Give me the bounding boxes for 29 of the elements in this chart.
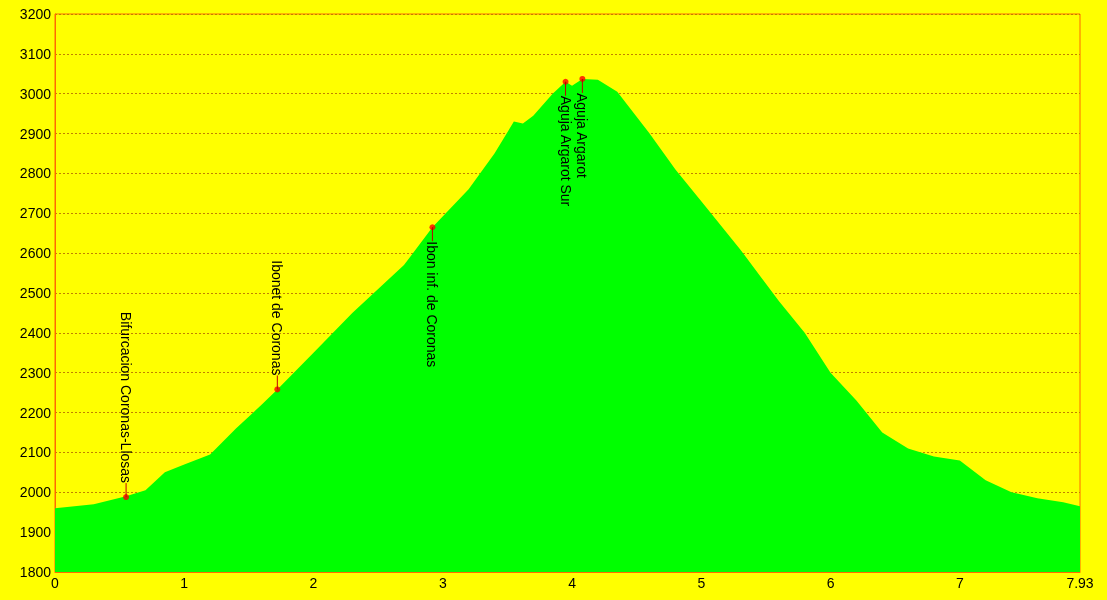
x-tick-label: 7 xyxy=(955,575,964,591)
x-tick-label: 3 xyxy=(438,575,447,591)
y-tick-label: 2800 xyxy=(19,165,52,182)
y-tick-label: 2300 xyxy=(19,364,52,381)
annotation: Aguja Argarot xyxy=(574,92,591,178)
x-tick-label: 7.93 xyxy=(1066,575,1094,591)
y-tick-label: 3100 xyxy=(19,45,52,62)
annotation: Bifurcacion Coronas-Llosas xyxy=(118,311,135,484)
y-tick-label: 2500 xyxy=(19,285,52,301)
annotation: Ibon inf. de Coronas xyxy=(424,241,441,368)
x-tick-label: 0 xyxy=(51,575,60,591)
y-tick-label: 1800 xyxy=(19,564,52,580)
y-tick-label: 2700 xyxy=(19,205,52,222)
y-tick-label: 2400 xyxy=(19,324,52,341)
y-tick-label: 2600 xyxy=(19,245,52,262)
x-tick-label: 2 xyxy=(309,575,318,591)
y-tick-label: 2000 xyxy=(19,484,52,501)
annotation: Ibonet de Coronas xyxy=(269,260,286,376)
y-tick-label: 3200 xyxy=(19,6,52,22)
x-tick-label: 6 xyxy=(826,575,835,591)
y-tick-label: 1900 xyxy=(19,524,52,541)
y-tick-label: 2200 xyxy=(19,404,52,421)
x-tick-label: 5 xyxy=(697,575,706,591)
x-tick-label: 1 xyxy=(180,575,189,591)
y-tick-label: 2900 xyxy=(19,125,52,142)
y-tick-label: 2100 xyxy=(19,444,52,461)
y-tick-label: 3000 xyxy=(19,85,52,102)
x-tick-label: 4 xyxy=(568,575,577,591)
annotation: Aguja Argarot Sur xyxy=(557,95,574,207)
